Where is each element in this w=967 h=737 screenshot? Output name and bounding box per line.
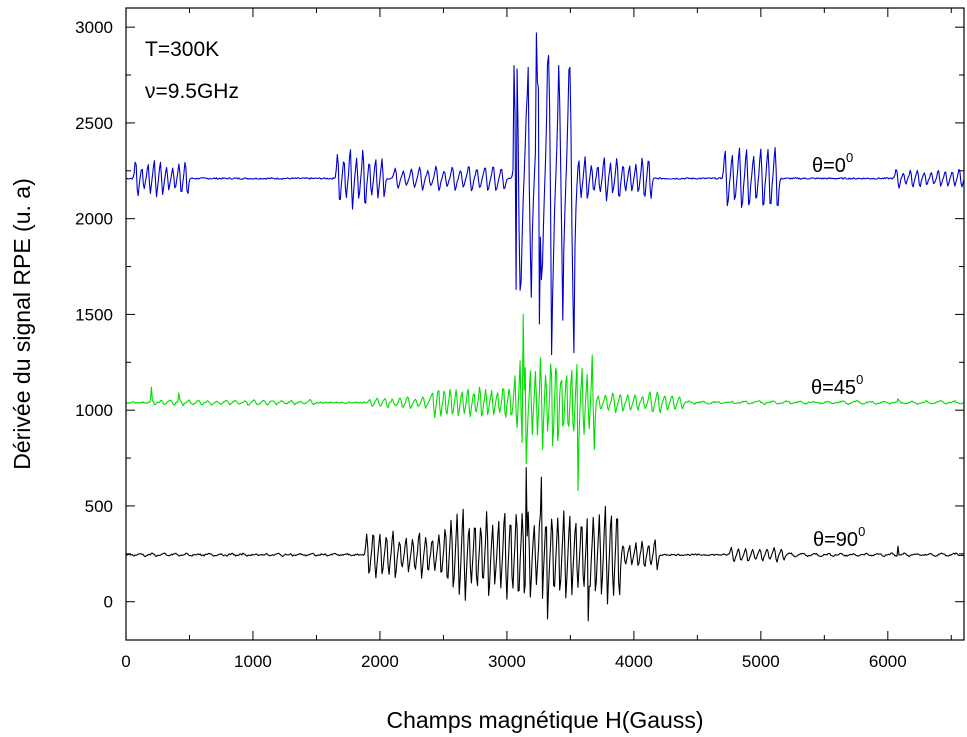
y-tick-label: 3000 — [75, 18, 113, 37]
x-axis-title: Champs magnétique H(Gauss) — [386, 707, 703, 733]
y-tick-label: 2500 — [75, 114, 113, 133]
y-tick-label: 1000 — [75, 401, 113, 420]
y-tick-label: 0 — [104, 593, 113, 612]
series-label-superscript: 0 — [856, 372, 863, 387]
series-label-main: θ=0 — [812, 155, 846, 177]
x-tick-label: 2000 — [361, 652, 399, 671]
series-label-0: θ=00 — [812, 150, 853, 177]
series-label-main: θ=90 — [813, 529, 858, 551]
frequency-annotation: ν=9.5GHz — [145, 80, 239, 103]
x-tick-label: 6000 — [869, 652, 907, 671]
series-line-2 — [126, 467, 964, 622]
series-line-0 — [126, 32, 964, 356]
y-tick-label: 500 — [85, 497, 113, 516]
series-label-1: θ=450 — [811, 372, 863, 399]
y-axis-title: Dérivée du signal RPE (u. a) — [9, 178, 35, 469]
temperature-annotation: T=300K — [145, 38, 219, 61]
y-tick-label: 1500 — [75, 305, 113, 324]
series-layer — [126, 32, 964, 622]
series-label-2: θ=900 — [813, 524, 865, 551]
x-tick-label: 0 — [121, 652, 130, 671]
series-label-superscript: 0 — [858, 524, 865, 539]
plot-frame — [125, 7, 965, 641]
series-label-superscript: 0 — [846, 150, 853, 165]
x-axis: 0 1000 2000 3000 4000 5000 6000 — [121, 8, 952, 671]
y-tick-label: 2000 — [75, 210, 113, 229]
x-tick-label: 4000 — [615, 652, 653, 671]
y-axis: 0 500 1000 1500 2000 2500 3000 — [75, 18, 964, 612]
x-tick-label: 3000 — [488, 652, 526, 671]
x-tick-label: 1000 — [234, 652, 272, 671]
series-line-1 — [126, 313, 964, 492]
x-tick-label: 5000 — [742, 652, 780, 671]
series-label-main: θ=45 — [811, 377, 856, 399]
